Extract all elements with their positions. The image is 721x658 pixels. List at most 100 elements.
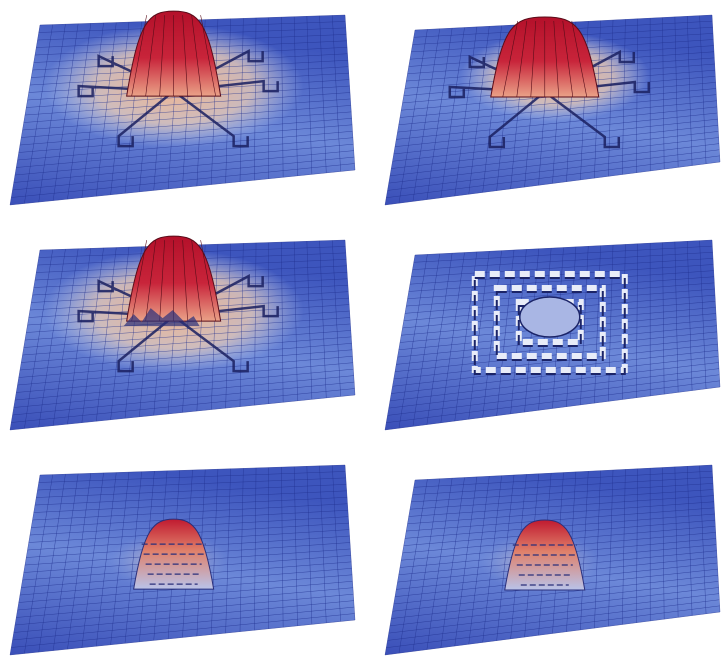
grid-line [319,15,327,173]
wall [117,90,175,148]
wall [173,79,279,93]
grid-line [389,587,719,627]
surface-panel [384,464,721,656]
surface-panel [9,10,356,206]
dome-line [562,20,574,98]
wall [173,304,279,318]
surface-panel [9,464,356,656]
dome-line [200,15,216,97]
wall [97,54,175,93]
grid-line [9,394,356,431]
grid-line [388,368,720,409]
wall [473,276,626,375]
dome-line [182,15,188,97]
wall [468,55,546,94]
grid-line [389,137,719,177]
grid-line [687,16,693,166]
grid-line [14,368,354,401]
wall [77,309,174,323]
wall [544,80,651,94]
wall [488,91,546,149]
dome-line [145,240,156,322]
wall [77,84,174,98]
surface-panel [384,14,721,206]
grid-line [9,169,356,206]
wall [173,49,264,93]
wall [172,315,249,373]
grid-line [711,464,721,613]
grid-line [306,241,313,400]
grid-line [13,600,354,633]
grid-line [387,149,720,191]
grid-line [332,465,341,622]
grid-line [13,150,354,183]
grid-line [711,239,721,388]
dome-line [159,240,165,322]
grid-line [344,464,356,621]
grid-line [12,156,355,191]
wall [495,290,604,361]
grid-line [687,241,693,391]
dome-line [131,15,147,97]
dome-line [159,15,165,97]
grid-line [699,15,707,164]
wall [172,90,249,148]
dome-line [502,20,519,98]
grid-line [344,14,356,171]
dome-line [516,20,528,98]
grid-line [386,605,720,648]
grid-line [9,619,356,656]
grid-line [388,593,720,634]
grid-line [711,14,721,163]
grid-line [387,374,720,416]
wall [544,49,636,94]
bump [519,296,581,338]
grid-line [13,375,354,408]
grid-line [306,16,313,175]
grid-line [384,386,721,431]
wall [544,90,621,149]
dome-line [553,20,560,97]
grid-line [344,239,356,396]
dome-line [131,240,147,322]
grid-line [386,380,720,423]
wall [97,279,175,318]
dome-line [530,20,537,97]
surface-panel [9,235,356,431]
grid-line [387,599,720,641]
grid-line [11,388,355,423]
grid-line [319,465,327,623]
dome-line [191,15,202,97]
dome-line [200,240,216,322]
dome-line [571,20,588,98]
grid-line [332,15,341,172]
surface-panel [384,239,721,431]
grid-line [319,240,327,398]
grid-line [12,606,355,641]
grid-line [674,16,679,168]
grid-line [384,611,721,656]
grid-line [11,613,355,648]
dome-base [123,308,200,327]
grid-line [389,362,719,402]
grid-line [14,593,354,626]
wall [448,85,545,99]
grid-line [674,466,679,618]
grid-line [674,241,679,393]
grid-line [306,466,313,625]
dome-line [191,240,202,322]
wall [117,315,175,373]
dome-line [182,240,188,322]
wall [173,274,264,318]
grid-line [687,466,693,616]
wall [471,270,628,373]
dome-line [145,15,156,97]
grid-line [384,161,721,206]
grid-line [699,465,707,614]
grid-line [332,240,341,397]
grid-line [388,143,720,184]
grid-line [12,381,355,416]
grid-line [11,163,355,198]
